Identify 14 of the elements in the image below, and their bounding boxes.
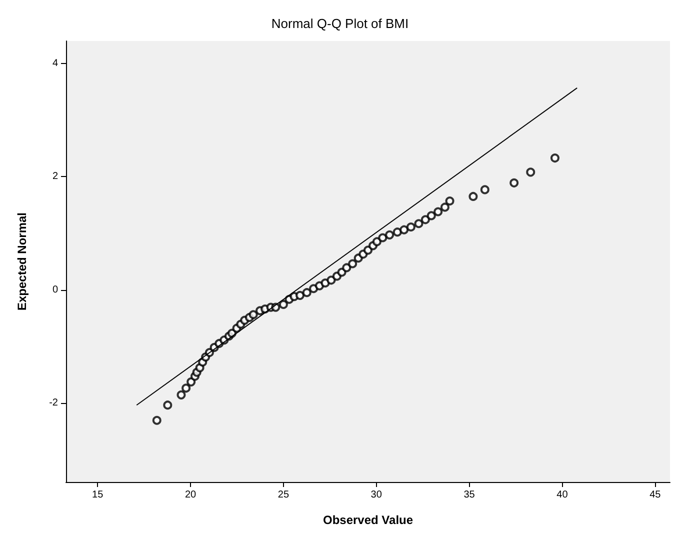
y-axis-title: Expected Normal (15, 212, 29, 311)
y-tick-label: -2 (49, 397, 58, 408)
x-tick-label: 20 (184, 490, 197, 500)
x-tick-label: 15 (92, 490, 104, 500)
y-tick-label: 4 (52, 58, 58, 70)
y-tick-label: 0 (52, 284, 58, 296)
y-tick-label: 2 (52, 171, 58, 182)
x-tick-label: 30 (370, 490, 382, 500)
x-tick-label: 25 (278, 490, 290, 500)
x-tick-label: 40 (556, 490, 568, 500)
x-tick-label: 45 (650, 490, 662, 500)
x-axis-title: Observed Value (322, 513, 414, 527)
chart-title: Normal Q-Q Plot of BMI (271, 16, 409, 31)
x-tick-label: 35 (464, 490, 476, 500)
